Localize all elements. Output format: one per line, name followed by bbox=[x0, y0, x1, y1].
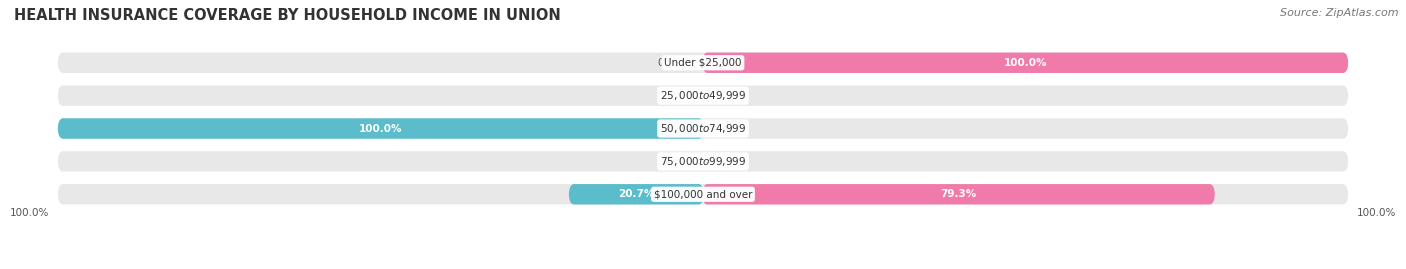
Text: 0.0%: 0.0% bbox=[723, 156, 748, 167]
Text: 79.3%: 79.3% bbox=[941, 189, 977, 199]
FancyBboxPatch shape bbox=[707, 52, 1344, 73]
FancyBboxPatch shape bbox=[62, 151, 1344, 172]
Text: 0.0%: 0.0% bbox=[723, 123, 748, 133]
Circle shape bbox=[59, 152, 66, 171]
Circle shape bbox=[703, 185, 710, 203]
Circle shape bbox=[59, 54, 66, 72]
Text: 100.0%: 100.0% bbox=[10, 208, 49, 218]
FancyBboxPatch shape bbox=[574, 184, 699, 204]
Text: HEALTH INSURANCE COVERAGE BY HOUSEHOLD INCOME IN UNION: HEALTH INSURANCE COVERAGE BY HOUSEHOLD I… bbox=[14, 8, 561, 23]
Circle shape bbox=[569, 185, 576, 203]
Circle shape bbox=[703, 54, 710, 72]
Circle shape bbox=[1340, 185, 1347, 203]
FancyBboxPatch shape bbox=[62, 118, 1344, 139]
Circle shape bbox=[59, 119, 66, 138]
Text: 100.0%: 100.0% bbox=[1004, 58, 1047, 68]
FancyBboxPatch shape bbox=[62, 184, 1344, 204]
Circle shape bbox=[1340, 119, 1347, 138]
Circle shape bbox=[1340, 54, 1347, 72]
Circle shape bbox=[696, 185, 703, 203]
Text: Under $25,000: Under $25,000 bbox=[664, 58, 742, 68]
Circle shape bbox=[1340, 152, 1347, 171]
Text: $100,000 and over: $100,000 and over bbox=[654, 189, 752, 199]
Circle shape bbox=[59, 185, 66, 203]
Circle shape bbox=[1340, 86, 1347, 105]
Text: 100.0%: 100.0% bbox=[1357, 208, 1396, 218]
FancyBboxPatch shape bbox=[707, 184, 1211, 204]
Text: 0.0%: 0.0% bbox=[723, 91, 748, 101]
FancyBboxPatch shape bbox=[62, 52, 1344, 73]
Text: 0.0%: 0.0% bbox=[658, 91, 683, 101]
FancyBboxPatch shape bbox=[62, 118, 699, 139]
FancyBboxPatch shape bbox=[62, 86, 1344, 106]
Text: 0.0%: 0.0% bbox=[658, 58, 683, 68]
Circle shape bbox=[1206, 185, 1213, 203]
Circle shape bbox=[59, 119, 66, 138]
Circle shape bbox=[59, 86, 66, 105]
Text: 0.0%: 0.0% bbox=[658, 156, 683, 167]
Text: 100.0%: 100.0% bbox=[359, 123, 402, 133]
Text: 20.7%: 20.7% bbox=[619, 189, 654, 199]
Text: $50,000 to $74,999: $50,000 to $74,999 bbox=[659, 122, 747, 135]
Circle shape bbox=[696, 119, 703, 138]
Text: $75,000 to $99,999: $75,000 to $99,999 bbox=[659, 155, 747, 168]
Text: Source: ZipAtlas.com: Source: ZipAtlas.com bbox=[1281, 8, 1399, 18]
Text: $25,000 to $49,999: $25,000 to $49,999 bbox=[659, 89, 747, 102]
Circle shape bbox=[1340, 54, 1347, 72]
